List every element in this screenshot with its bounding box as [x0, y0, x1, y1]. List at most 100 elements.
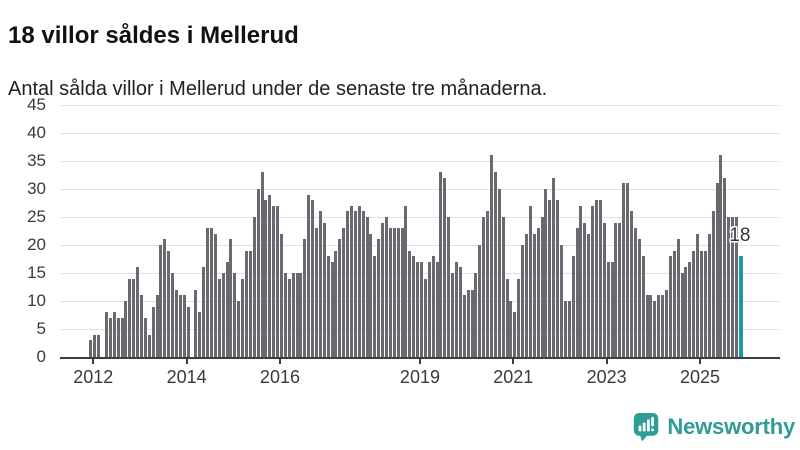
- bar: [439, 172, 443, 357]
- bar: [392, 228, 396, 357]
- bar: [143, 317, 147, 357]
- bar: [388, 228, 392, 357]
- bar: [466, 289, 470, 357]
- bar: [104, 312, 108, 357]
- bar: [291, 273, 295, 357]
- bar: [268, 194, 272, 357]
- bar: [435, 261, 439, 357]
- bar: [89, 340, 93, 357]
- gridline-y-30: [60, 188, 779, 190]
- x-tick-label-2021: 2021: [493, 367, 534, 387]
- bar: [209, 228, 213, 357]
- chart-subtitle: Antal sålda villor i Mellerud under de s…: [8, 78, 548, 100]
- x-tick-label-2023: 2023: [586, 367, 627, 387]
- bar: [703, 250, 707, 357]
- bar: [108, 317, 112, 357]
- bar: [661, 295, 665, 357]
- bar: [672, 250, 676, 357]
- bar: [237, 301, 241, 357]
- bar: [532, 233, 536, 357]
- bar: [719, 155, 723, 357]
- bar: [622, 183, 626, 357]
- y-tick-label: 15: [27, 263, 46, 282]
- bar: [400, 228, 404, 357]
- bar: [482, 217, 486, 357]
- bar: [486, 211, 490, 357]
- bar: [579, 205, 583, 357]
- bar: [272, 205, 276, 357]
- bar: [155, 295, 159, 357]
- bar: [342, 228, 346, 357]
- bar: [711, 211, 715, 357]
- bar: [505, 278, 509, 357]
- bar: [637, 239, 641, 357]
- bar: [454, 261, 458, 357]
- bar: [528, 205, 532, 357]
- bar: [571, 256, 575, 357]
- x-tick-mark-2016: [278, 358, 281, 364]
- bar: [447, 217, 451, 357]
- bar: [470, 289, 474, 357]
- bar: [684, 267, 688, 357]
- bar: [124, 301, 128, 357]
- bar: [614, 222, 618, 357]
- bar: [559, 245, 563, 357]
- y-tick-label: 30: [27, 179, 46, 198]
- y-tick-label: 35: [27, 151, 46, 170]
- bar: [314, 228, 318, 357]
- bar: [544, 189, 548, 357]
- bar: [610, 261, 614, 357]
- y-tick-label: 40: [27, 123, 46, 142]
- bar: [136, 267, 140, 357]
- y-axis-labels: 0 5 10 15 20 25 30 35 40 45: [0, 95, 46, 366]
- bar: [626, 183, 630, 357]
- bar: [206, 228, 210, 357]
- bar: [202, 267, 206, 357]
- bar: [326, 256, 330, 357]
- y-tick-label: 10: [27, 291, 46, 310]
- bar: [664, 289, 668, 357]
- y-tick-label: 20: [27, 235, 46, 254]
- bar: [213, 233, 217, 357]
- bar: [688, 261, 692, 357]
- bar: [431, 256, 435, 357]
- x-tick-mark-2023: [605, 358, 608, 364]
- bar: [369, 233, 373, 357]
- bar: [283, 273, 287, 357]
- bar: [330, 261, 334, 357]
- bar: [365, 217, 369, 357]
- x-tick-label-2016: 2016: [259, 367, 300, 387]
- bar: [556, 200, 560, 357]
- bar: [493, 172, 497, 357]
- bar: [295, 273, 299, 357]
- bar: [509, 301, 513, 357]
- bar: [132, 278, 136, 357]
- bar: [241, 278, 245, 357]
- x-tick-label-2012: 2012: [73, 367, 114, 387]
- bar: [536, 228, 540, 357]
- gridline-y-10: [60, 300, 779, 302]
- bar: [217, 278, 221, 357]
- y-tick-label: 25: [27, 207, 46, 226]
- bar: [357, 205, 361, 357]
- x-tick-label-2019: 2019: [399, 367, 440, 387]
- bar: [575, 228, 579, 357]
- bar: [474, 273, 478, 357]
- gridline-y-35: [60, 160, 779, 162]
- x-tick-mark-2014: [185, 358, 188, 364]
- page-title: 18 villor såldes i Mellerud: [8, 22, 299, 50]
- bar: [338, 239, 342, 357]
- bar: [404, 205, 408, 357]
- bar: [567, 301, 571, 357]
- bar: [171, 273, 175, 357]
- bar: [641, 256, 645, 357]
- bar: [112, 312, 116, 357]
- bar: [384, 217, 388, 357]
- bar: [548, 200, 552, 357]
- x-tick-mark-2025: [698, 358, 701, 364]
- newsworthy-logo: Newsworthy: [632, 411, 795, 442]
- newsworthy-speech-bubble-barchart-icon: [632, 411, 660, 442]
- bar-chart-plot-area: 2012 2014 2016 2019 2021 2023 2025: [60, 104, 780, 387]
- bar: [252, 217, 256, 357]
- bar: [186, 306, 190, 357]
